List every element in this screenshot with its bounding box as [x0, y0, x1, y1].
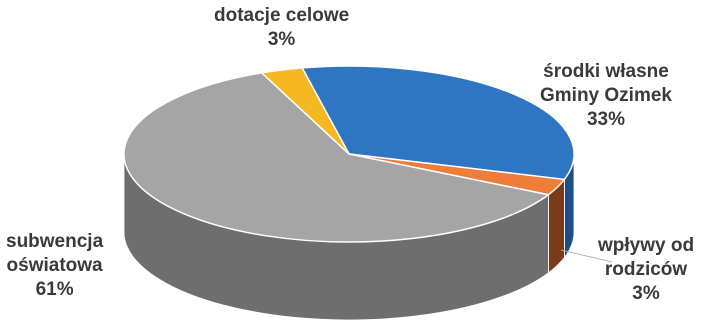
slice-label-wplywy-od-rodzicow: wpływy od rodziców 3% [598, 234, 694, 306]
pie-top-faces [124, 66, 574, 242]
slice-label-name-line2: rodziców [598, 258, 694, 282]
slice-label-srodki-wlasne: środki własne Gminy Ozimek 33% [540, 60, 672, 132]
slice-label-name-line2: Gminy Ozimek [540, 84, 672, 108]
slice-label-value: 61% [6, 278, 103, 302]
slice-label-value: 3% [214, 28, 349, 52]
slice-label-dotacje-celowe: dotacje celowe 3% [214, 4, 349, 52]
slice-label-name: subwencja [6, 230, 103, 254]
slice-label-name: dotacje celowe [214, 4, 349, 28]
slice-label-name-line2: oświatowa [6, 254, 103, 278]
slice-label-subwencja-oswiatowa: subwencja oświatowa 61% [6, 230, 103, 302]
slice-label-name: wpływy od [598, 234, 694, 258]
slice-label-name: środki własne [540, 60, 672, 84]
slice-label-value: 3% [598, 282, 694, 306]
slice-label-value: 33% [540, 108, 672, 132]
